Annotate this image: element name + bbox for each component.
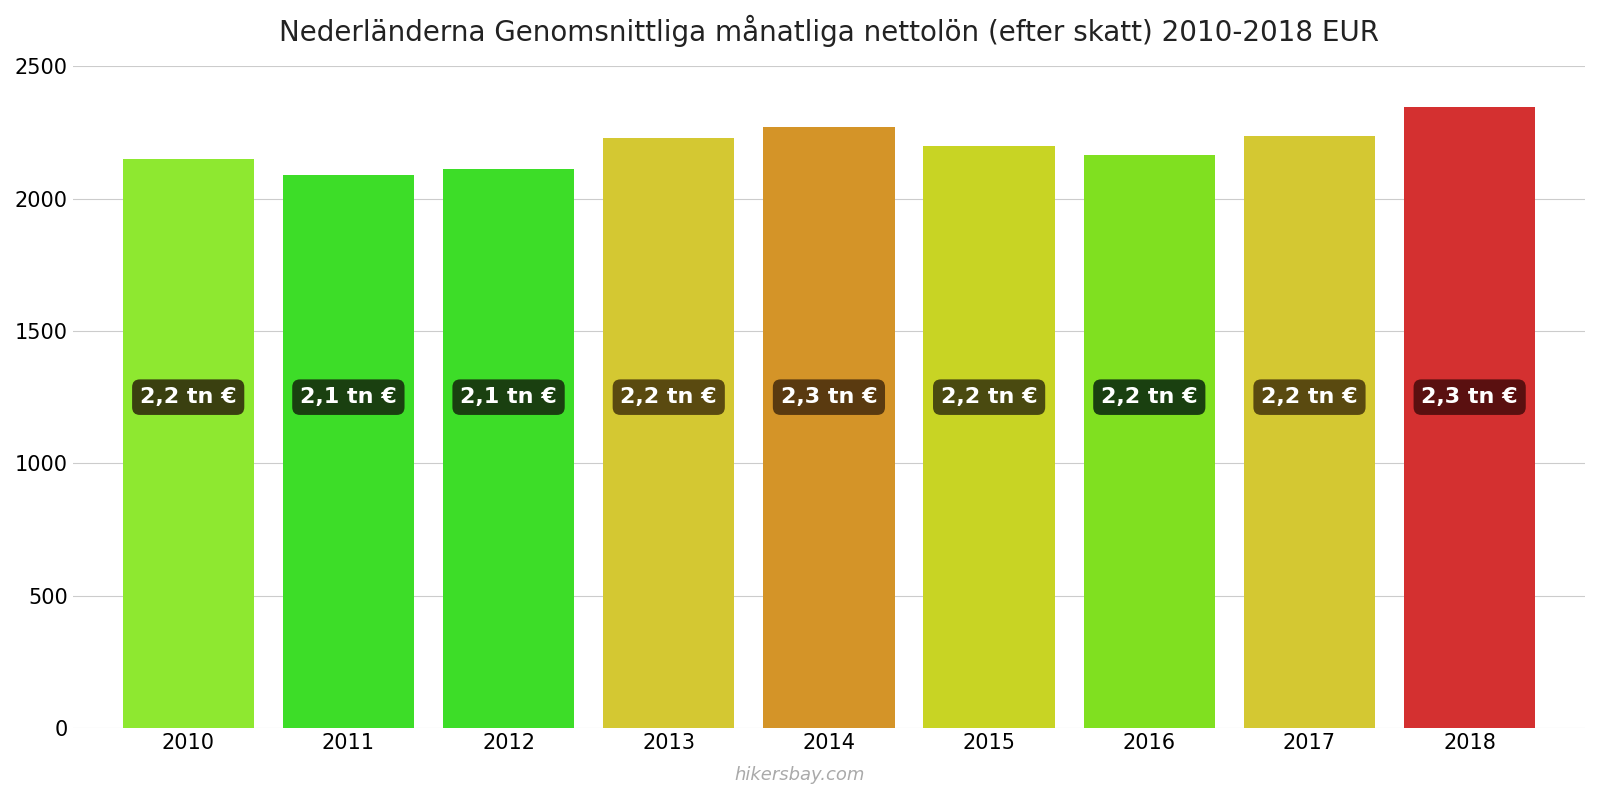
- Bar: [443, 170, 574, 728]
- Bar: [923, 146, 1054, 728]
- Bar: [763, 127, 894, 728]
- Text: 2,1 tn €: 2,1 tn €: [461, 387, 557, 407]
- Title: Nederländerna Genomsnittliga månatliga nettolön (efter skatt) 2010-2018 EUR: Nederländerna Genomsnittliga månatliga n…: [278, 15, 1379, 47]
- Text: 2,2 tn €: 2,2 tn €: [1101, 387, 1198, 407]
- Bar: [283, 174, 414, 728]
- Text: 2,3 tn €: 2,3 tn €: [1421, 387, 1518, 407]
- Text: hikersbay.com: hikersbay.com: [734, 766, 866, 784]
- Bar: [1403, 107, 1536, 728]
- Text: 2,1 tn €: 2,1 tn €: [301, 387, 397, 407]
- Text: 2,2 tn €: 2,2 tn €: [941, 387, 1037, 407]
- Text: 2,2 tn €: 2,2 tn €: [1261, 387, 1358, 407]
- Text: 2,3 tn €: 2,3 tn €: [781, 387, 877, 407]
- Bar: [1243, 136, 1374, 728]
- Text: 2,2 tn €: 2,2 tn €: [139, 387, 237, 407]
- Bar: [1083, 155, 1214, 728]
- Text: 2,2 tn €: 2,2 tn €: [621, 387, 717, 407]
- Bar: [123, 159, 254, 728]
- Bar: [603, 138, 734, 728]
